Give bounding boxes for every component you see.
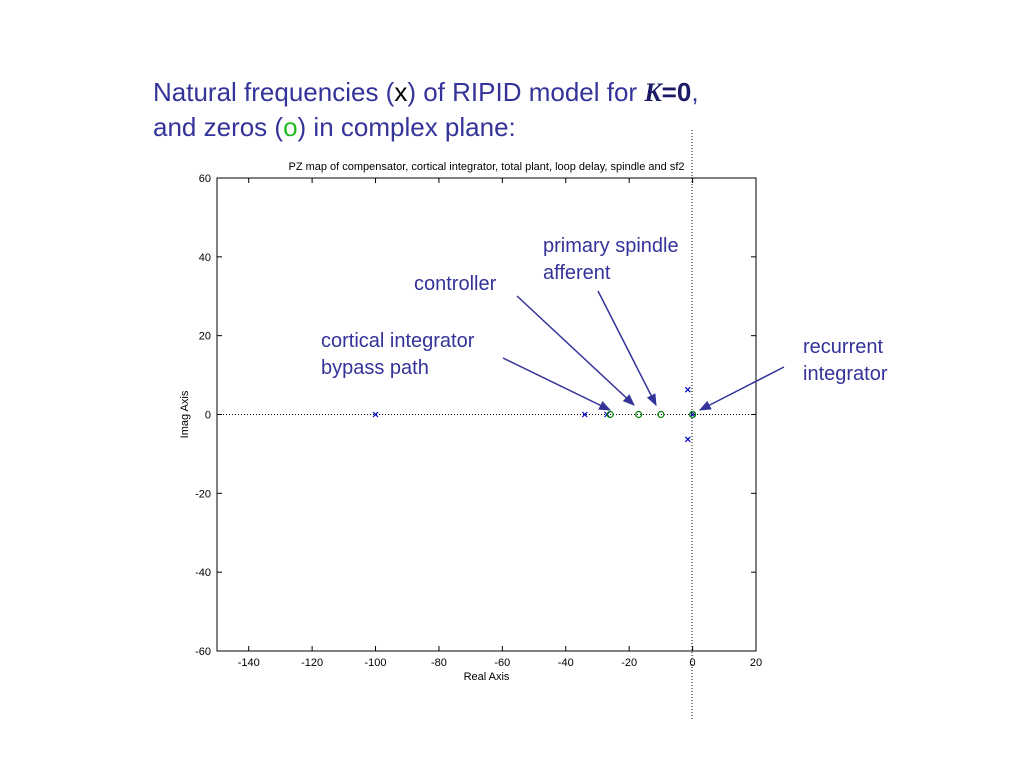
heading-part: ) of RIPID model for [407, 77, 644, 107]
pole-stroke [684, 436, 691, 443]
annotation-text: bypass path [321, 357, 429, 379]
heading-part: o [283, 112, 297, 142]
x-tick-label: -80 [431, 657, 447, 669]
y-tick-label: 60 [199, 173, 211, 185]
annotation-arrow [516, 295, 635, 406]
annotation-text: recurrent [803, 336, 883, 358]
heading-part: and zeros ( [153, 112, 283, 142]
x-tick-label: -100 [365, 657, 387, 669]
y-tick-label: -20 [195, 488, 211, 500]
annotation-text: cortical integrator [321, 330, 475, 352]
annotation-text: afferent [543, 262, 611, 284]
heading-part: x [394, 77, 407, 107]
zero-marker [688, 410, 697, 419]
pole-stroke [689, 411, 696, 418]
annotation-arrow [597, 290, 657, 407]
x-tick-label: -60 [494, 657, 510, 669]
pole-stroke [684, 386, 691, 393]
pole-marker [581, 411, 588, 418]
pole-stroke [372, 411, 379, 418]
y-tick-label: -60 [195, 646, 211, 658]
x-tick-label: -40 [558, 657, 574, 669]
x-tick-label: 0 [690, 657, 696, 669]
y-axis-label: Imag Axis [179, 390, 191, 438]
pole-stroke [581, 411, 588, 418]
pole-marker [684, 386, 691, 393]
heading-part: K [643, 78, 663, 107]
y-tick-label: -40 [195, 567, 211, 579]
annotation-text: controller [414, 273, 497, 295]
x-axis-label: Real Axis [464, 671, 510, 683]
heading-part: =0 [662, 77, 692, 107]
chart-title: PZ map of compensator, cortical integrat… [288, 161, 684, 173]
heading-part: ) in complex plane: [298, 112, 516, 142]
x-tick-label: -120 [301, 657, 323, 669]
annotation-text: primary spindle [543, 235, 679, 257]
zero-marker [606, 410, 614, 419]
heading-line: Natural frequencies (x) of RIPID model f… [153, 77, 699, 107]
annotation-arrow [502, 357, 612, 411]
x-tick-label: -140 [238, 657, 260, 669]
x-tick-label: -20 [621, 657, 637, 669]
zero-marker [635, 410, 643, 419]
pole-marker [689, 411, 696, 418]
x-tick-label: 20 [750, 657, 762, 669]
annotation-arrow [698, 366, 785, 411]
heading-line: and zeros (o) in complex plane: [153, 112, 516, 142]
y-tick-label: 20 [199, 331, 211, 343]
y-tick-label: 0 [205, 410, 211, 422]
annotation-text: integrator [803, 363, 888, 385]
heading-part: Natural frequencies ( [153, 77, 395, 107]
y-tick-label: 40 [199, 252, 211, 264]
zero-marker [657, 410, 665, 419]
heading-part: , [691, 77, 698, 107]
pole-marker [684, 436, 691, 443]
pole-marker [372, 411, 379, 418]
